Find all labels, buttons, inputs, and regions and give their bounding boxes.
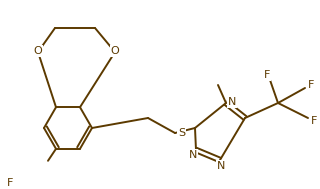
Text: F: F: [311, 116, 317, 126]
Text: O: O: [34, 46, 42, 56]
Text: F: F: [264, 70, 270, 80]
Text: N: N: [217, 161, 225, 171]
Text: F: F: [7, 178, 13, 188]
Text: F: F: [308, 80, 314, 90]
Text: S: S: [178, 128, 185, 138]
Text: N: N: [228, 97, 236, 107]
Text: N: N: [189, 150, 197, 160]
Text: O: O: [111, 46, 119, 56]
